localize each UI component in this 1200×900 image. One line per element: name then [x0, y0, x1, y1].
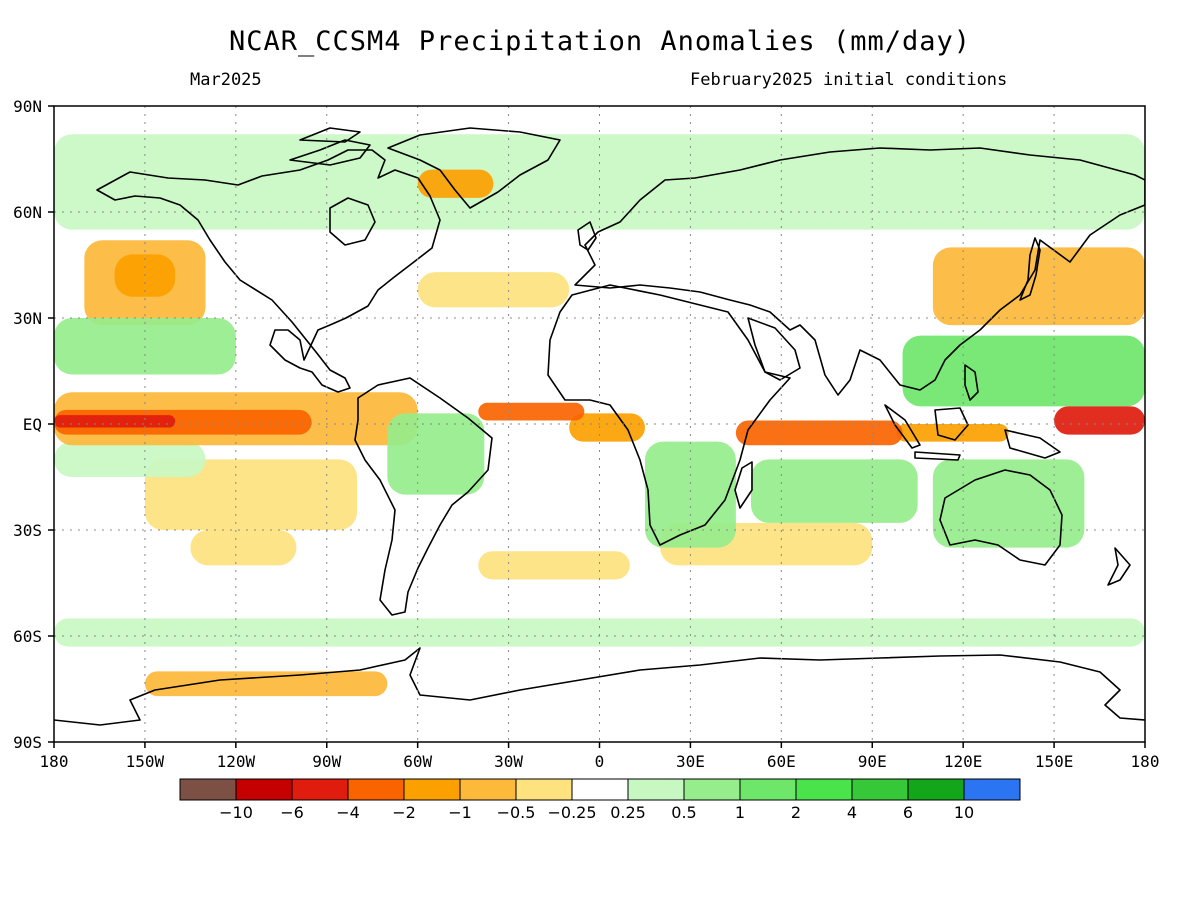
gridlines [54, 106, 1145, 742]
colorbar-swatch [347, 778, 405, 801]
new-guinea-coastline [1004, 429, 1061, 459]
lon-tick-label: 30W [494, 752, 523, 771]
colorbar-swatch [179, 778, 237, 801]
greenland-coastline [387, 127, 561, 209]
lon-tick-label: 120W [217, 752, 256, 771]
anomaly-region-24 [478, 402, 585, 421]
colorbar-swatch [235, 778, 293, 801]
arabia-coastline [747, 317, 801, 381]
lon-tick-label: 150W [126, 752, 165, 771]
lon-tick-label: 120E [944, 752, 983, 771]
new-zealand-coastline [1107, 547, 1131, 586]
anomaly-region-6 [54, 134, 1145, 230]
anomaly-region-4 [478, 551, 630, 580]
valid-month-label: Mar2025 [190, 70, 262, 90]
chart-title: NCAR_CCSM4 Precipitation Anomalies (mm/d… [229, 26, 971, 57]
colorbar-label: 10 [954, 803, 974, 822]
colorbar-label: 6 [903, 803, 913, 822]
madagascar-coastline [734, 461, 753, 509]
lon-tick-label: 180 [40, 752, 69, 771]
anomaly-region-14 [387, 413, 485, 495]
anomaly-region-25 [735, 420, 903, 446]
colorbar-swatch [795, 778, 853, 801]
lon-tick-label: 30E [676, 752, 705, 771]
lat-tick-label: 90N [13, 97, 42, 116]
anomaly-region-26 [54, 415, 176, 428]
lat-tick-label: 90S [13, 733, 42, 752]
initial-conditions-label: February2025 initial conditions [690, 70, 1008, 90]
anomaly-region-27 [1054, 406, 1145, 435]
colorbar-swatch [851, 778, 909, 801]
africa-coastline [547, 284, 791, 546]
colorbar-label: −1 [448, 803, 472, 822]
anomaly-region-20 [896, 424, 1009, 442]
anomaly-region-13 [932, 459, 1085, 548]
colorbar-swatch [571, 778, 629, 801]
lon-tick-label: 180 [1131, 752, 1160, 771]
hudson-bay-coastline [329, 197, 376, 246]
north-america-coastline [96, 149, 441, 393]
anomaly-region-7 [54, 618, 1145, 647]
colorbar-label: −10 [219, 803, 253, 822]
colorbar-label: 0.5 [671, 803, 696, 822]
lon-tick-label: 60W [403, 752, 432, 771]
antarctica-coastline [54, 647, 1145, 726]
colorbar-label: 1 [735, 803, 745, 822]
south-america-coastline [354, 377, 493, 616]
japan-coastline [1019, 237, 1041, 301]
colorbar-label: −2 [392, 803, 416, 822]
anomaly-region-17 [751, 459, 918, 523]
colorbar-label: 0.25 [610, 803, 646, 822]
anomaly-region-12 [144, 671, 388, 697]
colorbar-swatch [291, 778, 349, 801]
colorbar-swatch [627, 778, 685, 801]
colorbar-label: 2 [791, 803, 801, 822]
lat-tick-label: 30S [13, 521, 42, 540]
colorbar-label: 4 [847, 803, 857, 822]
lon-tick-label: 90E [858, 752, 887, 771]
latitude-ticks: 90N 60N 30N EQ 30S 60S 90S [13, 97, 54, 752]
sumatra-coastline [884, 404, 921, 449]
philippines-coastline [964, 364, 979, 401]
australia-coastline [939, 469, 1063, 566]
lon-tick-label: 90W [312, 752, 341, 771]
colorbar-label: −4 [336, 803, 360, 822]
lat-tick-label: EQ [23, 415, 42, 434]
colorbar-swatch [683, 778, 741, 801]
lat-tick-label: 30N [13, 309, 42, 328]
colorbar-swatch [403, 778, 461, 801]
anomaly-region-16 [644, 441, 736, 548]
colorbar-swatch [515, 778, 573, 801]
java-coastline [914, 451, 961, 461]
lon-tick-label: 0 [595, 752, 605, 771]
lon-tick-label: 150E [1035, 752, 1074, 771]
anomaly-region-19 [569, 413, 645, 442]
colorbar-swatch [739, 778, 797, 801]
longitude-ticks: 180 150W 120W 90W 60W 30W 0 30E 60E 90E 120E 150E 18… [40, 742, 1160, 771]
colorbar-swatch [459, 778, 517, 801]
colorbar-swatch [963, 778, 1021, 801]
borneo-coastline [934, 407, 969, 441]
anomaly-region-22 [902, 335, 1145, 407]
arctic-islands-coastline [289, 127, 371, 166]
anomaly-region-3 [417, 272, 570, 308]
coastlines [54, 127, 1145, 726]
colorbar-label: −0.5 [497, 803, 536, 822]
anomaly-region-11 [932, 247, 1145, 326]
lat-tick-label: 60N [13, 203, 42, 222]
lat-tick-label: 60S [13, 627, 42, 646]
anomaly-region-8 [54, 441, 206, 477]
british-isles-coastline [577, 221, 597, 251]
lon-tick-label: 60E [767, 752, 796, 771]
anomaly-region-21 [417, 169, 494, 198]
anomaly-region-2 [190, 530, 297, 566]
anomaly-region-1 [144, 459, 358, 530]
colorbar-label: −0.25 [547, 803, 596, 822]
colorbar: −10 −6 −4 −2 −1 −0.5 −0.25 0.25 0.5 1 2 4 6 10 [179, 778, 1021, 822]
colorbar-label: −6 [280, 803, 304, 822]
colorbar-swatch [907, 778, 965, 801]
